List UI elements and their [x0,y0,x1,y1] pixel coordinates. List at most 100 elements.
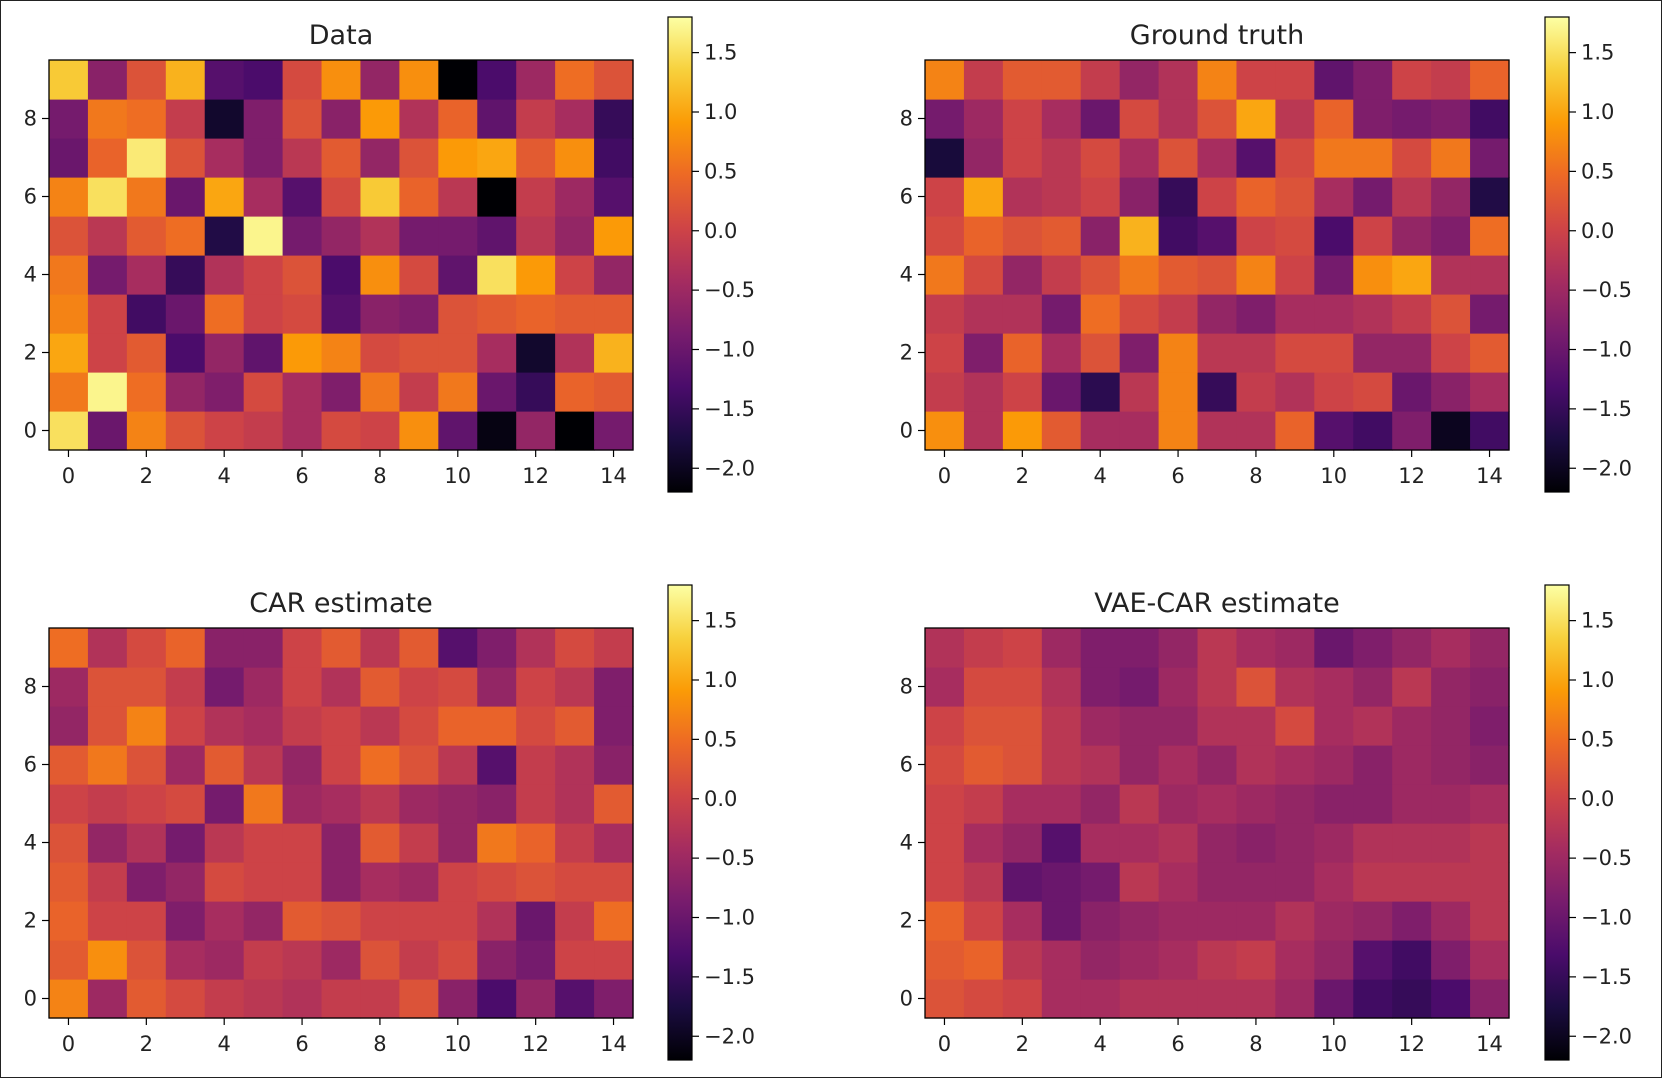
heatmap-cell [1158,901,1199,941]
heatmap-cell [1197,901,1238,941]
heatmap-cell [165,784,206,824]
heatmap-cell [126,745,167,785]
heatmap-cell [1275,706,1315,746]
heatmap-cell [1158,333,1199,373]
heatmap-cell [1275,979,1315,1019]
heatmap-cell [477,706,517,746]
heatmap-cell [243,372,284,412]
x-tick-label: 0 [62,464,75,488]
heatmap-cell [438,979,478,1019]
heatmap-cell [87,940,128,980]
heatmap-cell [165,294,206,334]
heatmap-cell [399,99,439,139]
heatmap-cell [282,745,323,785]
heatmap-cell [321,940,362,980]
y-tick-label: 2 [24,909,37,933]
heatmap-cell [1236,823,1276,863]
heatmap-cell [1431,745,1471,785]
heatmap-cell [399,784,439,824]
heatmap-cell [1275,60,1315,100]
colorbar-tick-label: 0.5 [1581,727,1614,751]
heatmap-cell [1158,745,1199,785]
heatmap-cell [49,979,89,1019]
heatmap-cell [1353,177,1393,217]
heatmap-cell [1041,745,1082,785]
colorbar-tick-label: −0.5 [1581,278,1632,302]
heatmap-cell [165,979,206,1019]
heatmap-cell [321,823,362,863]
heatmap-cell [1431,294,1471,334]
heatmap-cell [1275,901,1315,941]
heatmap-cell [1158,979,1199,1019]
heatmap-cell [1275,99,1315,139]
x-tick-label: 0 [62,1032,75,1056]
heatmap-cell [204,138,245,178]
heatmap-cell [360,628,400,668]
heatmap-cell [1041,784,1082,824]
heatmap-cell [1080,216,1121,256]
y-tick-label: 8 [24,675,37,699]
heatmap-cell [925,216,965,256]
heatmap-cell [243,862,284,902]
heatmap-cell [243,745,284,785]
heatmap-cell [1002,979,1043,1019]
heatmap-cell [1392,60,1432,100]
heatmap-cell [243,979,284,1019]
heatmap-cell [1119,411,1160,451]
heatmap-cell [165,216,206,256]
colorbar [667,584,693,1061]
heatmap-cell [282,294,323,334]
heatmap-cell [963,255,1004,295]
heatmap-cell [399,333,439,373]
heatmap-cell [1431,99,1471,139]
colorbar-tick-label: 1.0 [1581,668,1614,692]
colorbar-tick-label: 0.5 [704,727,737,751]
heatmap-cell [1470,940,1510,980]
heatmap-cell [1041,60,1082,100]
heatmap-cell [1041,823,1082,863]
heatmap-cell [477,294,517,334]
heatmap-cell [1080,60,1121,100]
heatmap-cell [477,784,517,824]
heatmap-cell [963,979,1004,1019]
x-tick-label: 4 [218,464,231,488]
heatmap-cell [963,628,1004,668]
heatmap-cell [1353,940,1393,980]
heatmap-cell [1002,628,1043,668]
chart-title: Data [309,20,373,51]
heatmap-cell [1080,901,1121,941]
heatmap-cell [1431,940,1471,980]
heatmap-cell [594,294,634,334]
heatmap-cell [282,333,323,373]
heatmap-cell [438,255,478,295]
heatmap-cell [1314,177,1354,217]
heatmap-cell [1431,60,1471,100]
heatmap-cell [49,784,89,824]
heatmap-cell [1314,628,1354,668]
y-tick-label: 4 [24,263,37,287]
heatmap-cell [49,745,89,785]
heatmap-cell [360,372,400,412]
heatmap-cell [1236,333,1276,373]
x-tick-label: 6 [1171,464,1184,488]
heatmap-cell [399,255,439,295]
heatmap-cell [1158,255,1199,295]
heatmap-cell [516,333,556,373]
heatmap-cell [1470,372,1510,412]
heatmap-cell [1392,411,1432,451]
heatmap-cell [1119,706,1160,746]
heatmap-cell [49,99,89,139]
heatmap-cell [321,667,362,707]
heatmap-cell [1158,940,1199,980]
heatmap-cell [243,216,284,256]
heatmap-cell [165,628,206,668]
heatmap-cell [516,940,556,980]
heatmap-cell [1470,823,1510,863]
colorbar-tick-label: 1.5 [704,609,737,633]
heatmap-cell [1002,745,1043,785]
heatmap-cell [1236,216,1276,256]
heatmap-cell [1197,784,1238,824]
y-tick-label: 8 [900,675,913,699]
heatmap-cell [282,60,323,100]
heatmap-cell [1470,255,1510,295]
